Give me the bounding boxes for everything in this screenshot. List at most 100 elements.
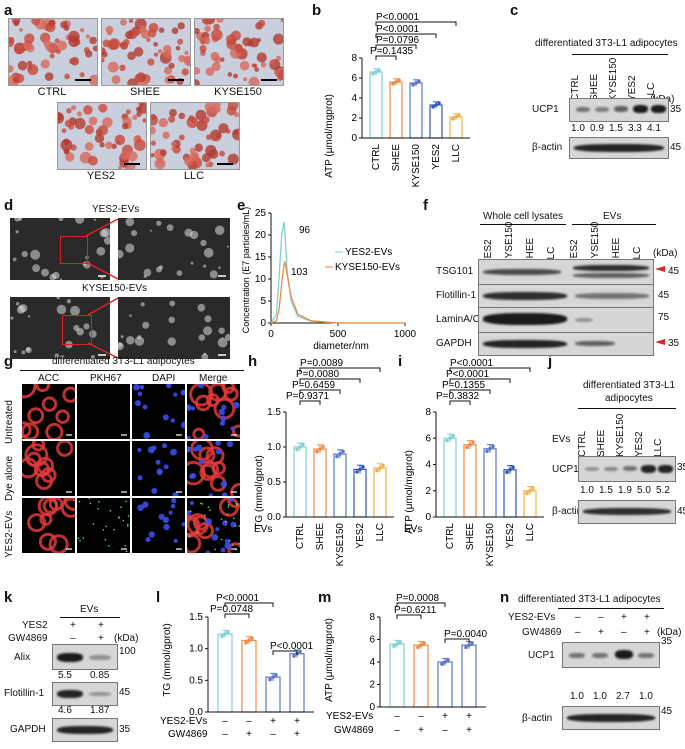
x-tick-label: SHEE bbox=[315, 523, 326, 551]
sign: + bbox=[98, 633, 104, 644]
data-point bbox=[437, 101, 441, 105]
pvalues: P=0.0089 P=0.0080 P=0.6459 P=0.9371 bbox=[286, 358, 344, 402]
row-label-lamin: LaminA/C bbox=[436, 314, 480, 325]
marker-35: 35 bbox=[670, 104, 682, 115]
blot-title: differentiated 3T3-L1 bbox=[583, 380, 676, 391]
column-label: PKH67 bbox=[90, 373, 122, 384]
quant-value: 1.5 bbox=[599, 485, 613, 496]
bar bbox=[217, 633, 233, 713]
data-point bbox=[375, 468, 379, 473]
fluorescence-image bbox=[22, 441, 75, 496]
x-tick-label: CTRL bbox=[295, 523, 306, 550]
data-point bbox=[298, 649, 302, 654]
data-point bbox=[315, 449, 319, 454]
pvalue-bracket bbox=[299, 367, 381, 372]
y-tick-label: 6 bbox=[425, 433, 431, 444]
lane-label: SHEE bbox=[589, 73, 600, 101]
caption-yes2: YES2 bbox=[86, 170, 116, 182]
pvalue-bracket bbox=[299, 400, 321, 405]
condition-label: YES2-EVs bbox=[160, 716, 207, 727]
row-label-gapdh: GAPDH bbox=[436, 338, 472, 349]
x-tick-label: KYSE150 bbox=[485, 523, 496, 567]
quant-value: 1.5 bbox=[609, 123, 623, 134]
pvalue-bracket bbox=[444, 638, 470, 643]
pvalue-bracket bbox=[299, 378, 361, 383]
sign: + bbox=[70, 620, 76, 631]
data-point bbox=[485, 449, 489, 454]
pvalue-3: P=0.0796 bbox=[376, 35, 420, 46]
quant-value: 2.7 bbox=[616, 691, 630, 702]
data-point bbox=[358, 467, 362, 472]
panel-label-j: j bbox=[548, 353, 553, 370]
data-point bbox=[465, 445, 469, 450]
row-label: YES2-EVs bbox=[4, 510, 15, 558]
row-label-flotillin: Flotillin-1 bbox=[4, 688, 45, 699]
row-label-flotillin: Flotillin-1 bbox=[436, 290, 477, 301]
data-point bbox=[457, 113, 461, 117]
y-tick-label: 0.5 bbox=[189, 675, 203, 686]
data-point bbox=[488, 446, 492, 451]
row-label-evs: EVs bbox=[404, 524, 422, 535]
sign: + bbox=[442, 711, 448, 722]
quant-value: 1.0 bbox=[571, 123, 585, 134]
quant-value: 5.2 bbox=[656, 485, 670, 496]
y-tick-label: 0.0 bbox=[267, 512, 281, 523]
condition-label: GW4869 bbox=[8, 633, 48, 644]
pvalue-1: P<0.0001 bbox=[376, 12, 420, 23]
lane-label: LLC bbox=[653, 438, 664, 457]
data-point bbox=[417, 79, 421, 83]
marker: 45 bbox=[677, 506, 685, 517]
column-label: Merge bbox=[199, 373, 228, 384]
histology-image-yes2 bbox=[57, 102, 147, 170]
column-label: ACC bbox=[38, 373, 60, 384]
pvalue: P<0.0001 bbox=[270, 641, 314, 652]
pvalue: P<0.0001 bbox=[450, 358, 494, 369]
y-tick-label: 6 bbox=[369, 635, 375, 646]
pvalue-bracket bbox=[396, 602, 446, 607]
y-tick-label: 4 bbox=[351, 93, 357, 104]
row-label-ucp1: UCP1 bbox=[528, 650, 555, 661]
row-label-evs: EVs bbox=[552, 434, 571, 445]
y-tick-label: 4 bbox=[425, 460, 431, 471]
x-tick-label: 0 bbox=[268, 329, 274, 340]
data-point bbox=[335, 454, 339, 459]
condition-label: GW4869 bbox=[168, 729, 208, 740]
data-point bbox=[511, 465, 515, 470]
pvalue-bracket bbox=[449, 378, 511, 383]
blot-title: differentiated 3T3-L1 adipocytes bbox=[535, 38, 678, 49]
data-point bbox=[321, 444, 325, 449]
data-point bbox=[411, 83, 415, 87]
x-tick-label: KYSE150 bbox=[411, 144, 422, 188]
bar bbox=[409, 82, 423, 139]
data-point bbox=[378, 466, 382, 470]
data-point bbox=[445, 438, 449, 443]
data-point bbox=[220, 634, 224, 639]
x-tick-label: SHEE bbox=[391, 144, 402, 172]
histology-image-kyse150 bbox=[194, 18, 284, 86]
data-point bbox=[226, 630, 230, 634]
x-tick-label: YES2 bbox=[431, 144, 442, 170]
em-label-bottom: KYSE150-EVs bbox=[82, 283, 148, 294]
sign: + bbox=[270, 716, 276, 727]
data-point bbox=[392, 644, 396, 648]
data-point bbox=[470, 641, 474, 645]
em-image-yes2-low bbox=[10, 218, 110, 280]
quant-value: 5.5 bbox=[58, 670, 72, 681]
data-point bbox=[371, 72, 375, 76]
caption-shee: SHEE bbox=[130, 86, 160, 98]
data-point bbox=[341, 449, 345, 454]
y-tick-label: 5 bbox=[260, 296, 266, 307]
data-point bbox=[491, 444, 495, 449]
x-tick-label: SHEE bbox=[465, 523, 476, 551]
sign: + bbox=[621, 612, 627, 623]
pvalue: P=0.0089 bbox=[300, 358, 344, 369]
row-label-ucp1: UCP1 bbox=[552, 464, 579, 475]
pvalues: P<0.0001 P<0.0001 P=0.1355 P=0.3832 bbox=[436, 358, 494, 402]
y-tick-label: 6 bbox=[351, 73, 357, 84]
x-tick-label: 1000 bbox=[394, 329, 417, 340]
fluorescence-image bbox=[77, 498, 130, 553]
y-tick-label: 0 bbox=[425, 512, 431, 523]
data-point bbox=[471, 440, 475, 445]
panel-e-line-chart: Concentration (E7 particles/mL) 96 103 Y… bbox=[241, 207, 417, 352]
data-point bbox=[505, 470, 509, 475]
